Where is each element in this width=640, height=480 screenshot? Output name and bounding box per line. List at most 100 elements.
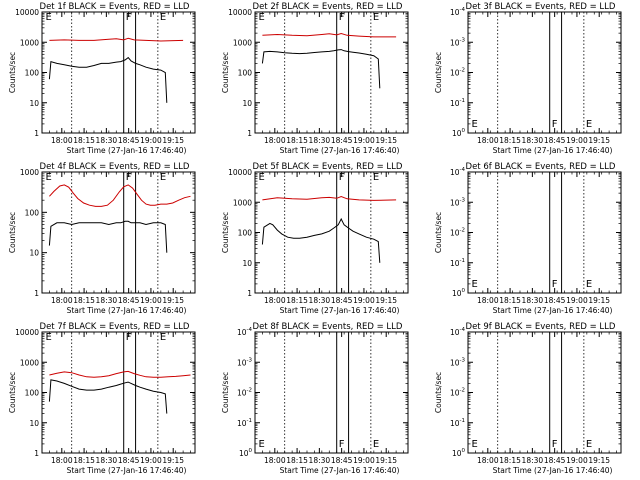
y-tick-label: 100 — [25, 389, 40, 398]
y-tick-label: 10-4 — [450, 7, 466, 17]
flag-f: F — [339, 12, 345, 23]
x-tick-label: 18:00 — [51, 136, 73, 145]
y-tick-label: 1000 — [20, 38, 39, 47]
y-tick-label: 10 — [29, 419, 39, 428]
x-tick-label: 18:30 — [309, 456, 331, 465]
x-tick-label: 18:30 — [522, 136, 544, 145]
y-tick-label: 100 — [452, 128, 466, 138]
x-tick-label: 18:45 — [331, 296, 353, 305]
y-axis-label: Counts/sec — [221, 52, 230, 93]
y-tick-label: 10-2 — [450, 68, 465, 78]
lld-series-line — [49, 37, 184, 42]
y-tick-label: 10-2 — [237, 388, 252, 398]
x-tick-label: 18:15 — [73, 456, 95, 465]
panel-det1f: Det 1f BLACK = Events, RED = LLD 1 10 100 10… — [8, 2, 196, 155]
flag-f: F — [339, 172, 345, 183]
panel-det5f: Det 5f BLACK = Events, RED = LLD 1 10 100 10… — [221, 162, 409, 315]
y-tick-label: 10000 — [228, 8, 252, 17]
flag-f: F — [552, 279, 558, 290]
x-tick-label: 18:00 — [264, 456, 286, 465]
y-tick-label: 100 — [239, 448, 253, 458]
x-tick-label: 18:45 — [118, 456, 140, 465]
flag-f: F — [552, 439, 558, 450]
x-tick-label: 18:30 — [522, 296, 544, 305]
y-tick-label: 10-4 — [450, 167, 466, 177]
flag-f: F — [339, 439, 345, 450]
flag-e: E — [373, 12, 379, 23]
y-tick-label: 100 — [452, 448, 466, 458]
flag-e: E — [258, 12, 264, 23]
panel-title: Det 3f BLACK = Events, RED = LLD — [466, 2, 616, 12]
lld-series-line — [262, 195, 397, 201]
y-tick-label: 100 — [238, 69, 253, 78]
x-tick-label: 18:45 — [544, 456, 566, 465]
panel-title: Det 9f BLACK = Events, RED = LLD — [466, 322, 616, 332]
panel-det2f: Det 2f BLACK = Events, RED = LLD 1 10 100 10… — [221, 2, 409, 155]
y-tick-label: 1000 — [20, 168, 39, 177]
lld-series-line — [49, 184, 191, 207]
flag-f: F — [126, 12, 132, 23]
lld-series-line — [262, 32, 397, 38]
flag-e: E — [160, 332, 166, 343]
y-axis-label: Counts/sec — [221, 372, 230, 413]
events-series-line — [261, 49, 381, 89]
x-tick-label: 19:00 — [566, 136, 588, 145]
plot-frame — [41, 171, 196, 294]
y-tick-label: 10000 — [15, 328, 39, 337]
x-tick-label: 19:15 — [588, 456, 610, 465]
events-series-line — [48, 379, 168, 414]
flag-e: E — [471, 119, 477, 130]
x-tick-label: 18:45 — [331, 456, 353, 465]
flag-e: E — [160, 12, 166, 23]
y-tick-label: 10 — [242, 259, 252, 268]
x-tick-label: 18:15 — [73, 136, 95, 145]
flag-e: E — [160, 172, 166, 183]
y-tick-label: 1000 — [233, 38, 252, 47]
y-tick-label: 10-1 — [450, 418, 465, 428]
panel-det4f: Det 4f BLACK = Events, RED = LLD 1 10 100 10… — [8, 162, 196, 315]
panel-det3f: Det 3f BLACK = Events, RED = LLD 100 10-1 1… — [434, 2, 622, 155]
x-axis-label: Start Time (27-Jan-16 17:46:40) — [493, 306, 613, 315]
panel-det9f: Det 9f BLACK = Events, RED = LLD 100 10-1 1… — [434, 322, 622, 475]
x-tick-label: 18:00 — [264, 296, 286, 305]
panel-title: Det 1f BLACK = Events, RED = LLD — [40, 2, 190, 12]
flag-e: E — [586, 119, 592, 130]
y-tick-label: 1 — [247, 129, 252, 138]
x-tick-label: 18:15 — [499, 136, 521, 145]
x-tick-label: 19:00 — [353, 136, 375, 145]
x-tick-label: 19:15 — [162, 456, 184, 465]
panel-title: Det 2f BLACK = Events, RED = LLD — [253, 2, 403, 12]
x-tick-label: 19:00 — [140, 296, 162, 305]
x-tick-label: 19:00 — [566, 296, 588, 305]
y-tick-label: 10-3 — [450, 357, 466, 367]
x-tick-label: 18:30 — [96, 296, 118, 305]
panel-det7f: Det 7f BLACK = Events, RED = LLD 1 10 100 10… — [8, 322, 196, 475]
y-axis-label: Counts/sec — [8, 372, 17, 413]
plot-frame — [41, 331, 196, 454]
flag-f: F — [552, 119, 558, 130]
x-axis-label: Start Time (27-Jan-16 17:46:40) — [280, 146, 400, 155]
y-axis-label: Counts/sec — [434, 52, 443, 93]
x-tick-label: 19:15 — [588, 296, 610, 305]
events-series-line — [48, 56, 168, 103]
x-tick-label: 18:15 — [286, 456, 308, 465]
y-tick-label: 1 — [34, 129, 39, 138]
y-tick-label: 1 — [247, 289, 252, 298]
panel-title: Det 4f BLACK = Events, RED = LLD — [40, 162, 190, 172]
y-tick-label: 10 — [242, 99, 252, 108]
y-tick-label: 10000 — [228, 168, 252, 177]
flag-e: E — [373, 439, 379, 450]
lld-series-line — [49, 370, 191, 378]
flag-e: E — [258, 439, 264, 450]
x-tick-label: 18:00 — [477, 456, 499, 465]
y-tick-label: 100 — [25, 69, 40, 78]
x-tick-label: 18:45 — [118, 296, 140, 305]
x-tick-label: 18:30 — [96, 136, 118, 145]
plot-frame — [254, 171, 409, 294]
events-series-line — [48, 220, 168, 253]
x-tick-label: 18:00 — [51, 296, 73, 305]
x-tick-label: 18:45 — [544, 136, 566, 145]
x-axis-label: Start Time (27-Jan-16 17:46:40) — [280, 466, 400, 475]
x-tick-label: 19:15 — [375, 136, 397, 145]
x-tick-label: 19:15 — [375, 296, 397, 305]
